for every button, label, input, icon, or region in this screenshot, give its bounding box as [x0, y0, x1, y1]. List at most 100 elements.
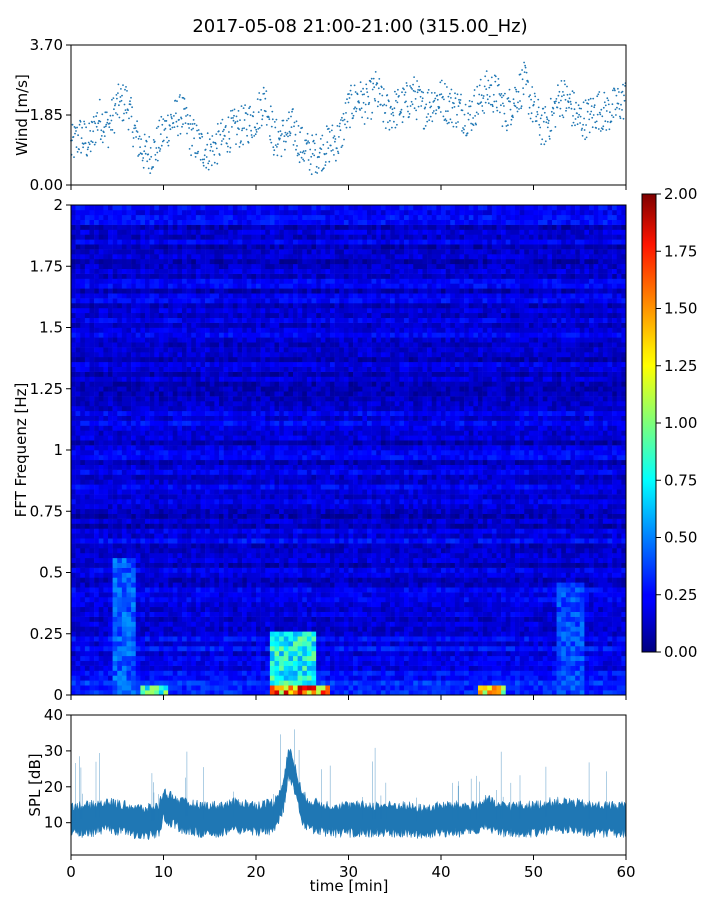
spectrogram-cell [75, 660, 81, 666]
spectrogram-cell [413, 680, 419, 686]
spectrogram-cell [427, 552, 433, 559]
spectrogram-cell [519, 587, 525, 593]
spectrogram-cell [205, 543, 211, 549]
wind-data-point [185, 106, 188, 109]
wind-data-point [491, 105, 494, 108]
spectrogram-cell [515, 675, 520, 681]
spectrogram-cell [478, 690, 483, 696]
wind-data-point [579, 122, 581, 124]
wind-data-point [74, 127, 77, 129]
spectrogram-cell [376, 675, 382, 681]
spectrogram-cell [445, 606, 451, 612]
spectrogram-cell [126, 626, 132, 632]
spectrogram-cell [121, 597, 127, 603]
spectrogram-cell [413, 567, 419, 573]
wind-data-point [389, 119, 391, 122]
wind-data-point [372, 82, 375, 85]
spectrogram-cell [556, 616, 562, 622]
spectrogram-cell [376, 636, 382, 642]
spectrogram-cell [612, 562, 618, 568]
spectrogram-cell [228, 636, 234, 642]
spectrogram-cell [422, 646, 428, 652]
wind-data-point [372, 77, 375, 80]
spectrogram-cell [436, 582, 442, 588]
spectrogram-cell [269, 611, 275, 617]
spectrogram-cell [431, 562, 437, 568]
spectrogram-cell [339, 557, 345, 563]
spectrogram-cell [293, 577, 298, 583]
spectrogram-cell [297, 597, 303, 603]
spectrogram-cell [330, 582, 335, 588]
spectrogram-cell [288, 641, 294, 647]
spectrogram-cell [524, 646, 530, 652]
spectrogram-cell [84, 557, 90, 563]
wind-data-point [548, 138, 551, 140]
spectrogram-cell [154, 621, 160, 627]
spectrogram-cell [325, 650, 331, 657]
spectrogram-cell [473, 611, 479, 617]
spectrogram-cell [103, 597, 109, 603]
spectrogram-cell [195, 572, 201, 578]
spectrogram-cell [528, 597, 534, 603]
spectrogram-cell [103, 557, 109, 563]
spectrogram-cell [320, 626, 326, 632]
wind-data-point [607, 103, 610, 106]
spectrogram-cell [237, 533, 243, 539]
spectrogram-cell [454, 577, 460, 583]
spectrogram-cell [390, 562, 396, 568]
spectrogram-cell [593, 611, 599, 617]
wind-data-point [106, 121, 109, 124]
spectrogram-cell [214, 543, 220, 549]
spectrogram-cell [126, 631, 132, 637]
spectrogram-cell [154, 636, 160, 642]
spectrogram-cell [436, 548, 442, 554]
wind-data-point [272, 146, 275, 149]
spectrogram-cell [302, 577, 308, 583]
wind-data-point [133, 127, 136, 130]
spectrogram-cell [459, 641, 465, 647]
spectrogram-cell [501, 685, 507, 691]
spectrogram-cell [316, 557, 322, 563]
spectrogram-cell [112, 675, 118, 681]
wind-data-point [400, 111, 402, 114]
spectrogram-cell [533, 557, 539, 563]
spectrogram-cell [330, 675, 335, 681]
wind-data-point [570, 103, 572, 105]
spectrogram-cell [565, 670, 571, 676]
wind-data-point [531, 86, 534, 88]
spectrogram-cell [265, 538, 271, 544]
spectrogram-cell [131, 533, 137, 539]
spectrogram-cell [501, 543, 507, 549]
wind-data-point [470, 122, 472, 125]
spectrogram-cell [353, 690, 359, 696]
spectrogram-cell [459, 557, 465, 563]
spectrogram-cell [265, 665, 271, 671]
spectrogram-cell [376, 650, 382, 657]
spectrogram-cell [454, 680, 460, 686]
spectrogram-cell [505, 557, 511, 563]
spectrogram-cell [413, 665, 419, 671]
spectrogram-cell [89, 670, 95, 676]
spectrogram-cell [547, 670, 553, 676]
spectrogram-cell [348, 675, 354, 681]
spectrogram-cell [232, 626, 238, 632]
spectrogram-cell [140, 548, 146, 554]
spectrogram-cell [251, 543, 257, 549]
spectrogram-cell [380, 621, 386, 627]
spectrogram-cell [505, 611, 511, 617]
spectrogram-cell [117, 680, 123, 686]
wind-data-point [216, 123, 219, 125]
spectrogram-cell [260, 655, 266, 661]
spectrogram-cell [191, 680, 197, 686]
spectrogram-cell [265, 562, 271, 568]
spectrogram-cell [385, 587, 391, 593]
spectrogram-cell [117, 655, 123, 661]
spectrogram-cell [417, 587, 423, 593]
spectrogram-cell [121, 582, 127, 588]
spectrogram-cell [427, 636, 433, 642]
spectrogram-cell [616, 587, 622, 593]
spectrogram-cell [163, 626, 169, 632]
spectrogram-cell [464, 621, 470, 627]
spectrogram-cell [482, 636, 488, 642]
spectrogram-cell [242, 577, 248, 583]
